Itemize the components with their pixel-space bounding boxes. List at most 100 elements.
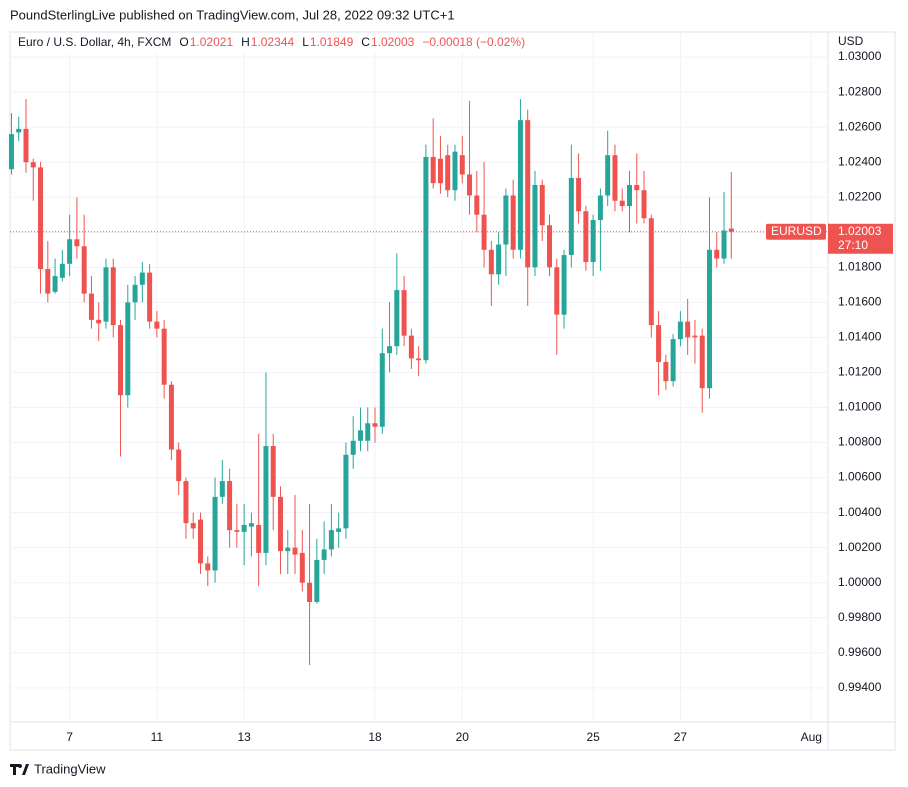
x-tick-label: 20 [456, 730, 470, 744]
source-line: PoundSterlingLive published on TradingVi… [10, 7, 455, 22]
ohlc-label: L [302, 35, 309, 49]
candle-body [336, 528, 342, 532]
y-tick-label: 1.02600 [838, 119, 882, 133]
candle-body [132, 284, 138, 303]
candle-body [219, 481, 225, 497]
candle-body [517, 120, 523, 250]
x-tick-label: 18 [368, 730, 382, 744]
candle-body [706, 249, 712, 389]
candle-body [176, 449, 182, 482]
candle-body [67, 239, 73, 264]
y-tick-label: 1.03000 [838, 49, 882, 63]
candle-body [190, 523, 196, 529]
x-tick-label: 11 [151, 730, 164, 744]
ohlc-value: 1.02344 [251, 35, 295, 49]
candle-body [307, 582, 313, 602]
candle-body [234, 530, 240, 532]
candle-body [285, 547, 291, 552]
candle-body [626, 184, 632, 206]
y-tick-label: 1.02400 [838, 154, 882, 168]
y-tick-label: 1.00800 [838, 435, 882, 449]
y-tick-label: 1.01400 [838, 330, 882, 344]
candle-body [168, 384, 174, 450]
candle-body [699, 335, 705, 389]
y-tick-label: 0.99600 [838, 645, 882, 659]
candle-body [576, 177, 582, 212]
candle-body [263, 446, 269, 553]
countdown: 27:10 [838, 238, 868, 252]
candle-body [110, 267, 116, 326]
logo [10, 764, 29, 775]
candle-body [379, 353, 385, 427]
candle-body [314, 559, 320, 602]
x-tick-label: 27 [674, 730, 688, 744]
candle-body [561, 255, 567, 315]
candle-body [147, 272, 153, 322]
candle-body [74, 239, 80, 247]
candle-body [372, 423, 378, 427]
candle-body [437, 158, 443, 184]
candle-body [248, 523, 254, 527]
candle-body [488, 249, 494, 275]
candle-body [59, 263, 65, 278]
ticker-tag-bg [766, 223, 826, 240]
candle-body [256, 524, 262, 553]
candle-body [452, 151, 458, 191]
candle-body [619, 200, 625, 206]
price-tag: 1.02003 [838, 224, 882, 238]
y-tick-label: 1.01600 [838, 295, 882, 309]
candle-body [634, 184, 640, 191]
y-tick-label: 1.00000 [838, 575, 882, 589]
candle-body [423, 156, 429, 361]
candle-body [350, 440, 356, 455]
candle-body [677, 321, 683, 340]
y-tick-label: 1.02800 [838, 84, 882, 98]
candle-body [590, 220, 596, 263]
y-tick-label: 1.00600 [838, 470, 882, 484]
candle-body [8, 134, 14, 170]
candle-body [503, 195, 509, 245]
candle-body [597, 195, 603, 221]
candle-body [430, 156, 436, 184]
candle-body [663, 361, 669, 382]
candle-body [139, 272, 145, 285]
candle-body [52, 276, 58, 292]
x-tick-label: 13 [237, 730, 251, 744]
candle-body [401, 290, 407, 336]
y-tick-label: 1.00400 [838, 505, 882, 519]
candle-body [198, 519, 204, 564]
candle-body [394, 290, 400, 347]
candle-body [568, 177, 574, 256]
x-tick-label: 7 [66, 730, 73, 744]
candle-body [357, 430, 363, 441]
candle-body [161, 328, 167, 385]
candle-body [387, 346, 393, 354]
candle-body [103, 267, 109, 322]
candle-body [321, 549, 327, 560]
ohlc-label: H [241, 35, 250, 49]
candle-body [125, 302, 131, 396]
y-tick-label: 1.00200 [838, 540, 882, 554]
candle-body [532, 184, 538, 268]
candle-body [328, 530, 334, 550]
price-tag-bg [828, 223, 893, 254]
candle-body [605, 155, 611, 196]
candle-body [481, 214, 487, 250]
candle-body [510, 195, 516, 250]
candle-body [16, 128, 22, 133]
currency: USD [838, 34, 864, 48]
candle-body [525, 120, 531, 268]
candle-body [299, 552, 305, 583]
ticker-tag: EURUSD [771, 224, 822, 238]
brand: TradingView [34, 761, 106, 776]
candle-body [365, 423, 371, 441]
y-tick-label: 0.99800 [838, 610, 882, 624]
candle-body [692, 335, 698, 338]
candle-body [539, 184, 545, 226]
candle-body [277, 496, 283, 552]
y-tick-label: 1.02200 [838, 189, 882, 203]
candle-body [45, 269, 51, 294]
candle-body [467, 174, 473, 196]
